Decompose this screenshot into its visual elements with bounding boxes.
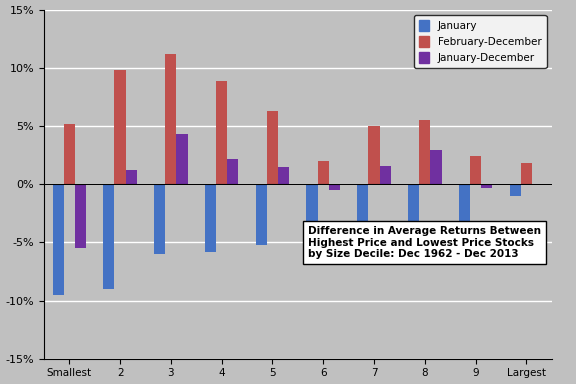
Bar (369, 126, 380, 184)
Bar (176, 134, 188, 184)
Bar (306, 184, 317, 233)
Text: Difference in Average Returns Between
Highest Price and Lowest Price Stocks
by S: Difference in Average Returns Between Hi… (308, 226, 541, 259)
Bar (75, 184, 86, 248)
Bar (216, 81, 227, 184)
Bar (470, 156, 481, 184)
Bar (267, 111, 278, 184)
Bar (317, 161, 329, 184)
Bar (380, 166, 391, 184)
Bar (459, 184, 470, 222)
Bar (408, 184, 419, 228)
Bar (154, 184, 165, 254)
Bar (115, 70, 126, 184)
Bar (227, 159, 238, 184)
Bar (165, 54, 176, 184)
Bar (419, 120, 430, 184)
Bar (510, 184, 521, 196)
Legend: January, February-December, January-December: January, February-December, January-Dece… (414, 15, 547, 68)
Bar (256, 184, 267, 245)
Bar (329, 184, 340, 190)
Bar (430, 151, 442, 184)
Bar (521, 163, 532, 184)
Bar (481, 184, 492, 188)
Bar (103, 184, 115, 289)
Bar (278, 167, 289, 184)
Bar (64, 124, 75, 184)
Bar (126, 170, 137, 184)
Bar (205, 184, 216, 252)
Bar (357, 184, 369, 225)
Bar (52, 184, 64, 295)
